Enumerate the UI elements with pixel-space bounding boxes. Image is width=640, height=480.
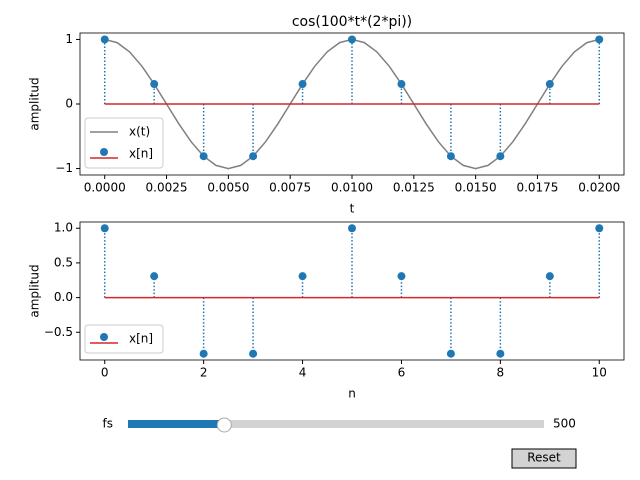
y-tick-label: −0.5: [44, 325, 73, 339]
stem-marker: [199, 349, 208, 358]
x-axis-label: t: [350, 202, 355, 216]
y-axis-label: amplitud: [28, 264, 42, 317]
stem-marker: [348, 35, 356, 44]
x-tick-label: 0.0150: [455, 181, 497, 195]
x-tick-label: 0.0200: [578, 181, 620, 195]
stem-marker: [595, 35, 604, 44]
x-tick-label: 0.0100: [331, 181, 373, 195]
axes-frame: [79, 221, 625, 361]
x-tick-label: 0.0025: [146, 181, 188, 195]
stem-marker: [100, 224, 109, 233]
y-tick-label: 0.5: [54, 255, 73, 269]
y-tick-label: 0.0: [54, 290, 73, 304]
x-tick-label: 0.0050: [207, 181, 249, 195]
x-axis-label: n: [348, 387, 356, 401]
x-tick-label: 2: [200, 366, 208, 380]
reset-button[interactable]: [511, 448, 577, 469]
stem-marker: [298, 272, 307, 281]
x-tick-label: 10: [592, 366, 607, 380]
y-axis-label: amplitud: [28, 77, 42, 130]
x-tick-label: 4: [299, 366, 307, 380]
legend-label: x[n]: [129, 332, 153, 346]
legend-label: x[n]: [129, 147, 153, 161]
slider-label: fs: [103, 417, 113, 431]
stem-marker: [397, 80, 406, 89]
stem-marker: [150, 272, 159, 281]
x-tick-label: 0.0125: [393, 181, 435, 195]
stem-marker: [249, 152, 258, 161]
legend-swatch: [100, 333, 108, 341]
axes-frame: [79, 32, 625, 176]
reset-button-label[interactable]: Reset: [527, 451, 561, 465]
stem-marker: [446, 152, 455, 161]
x-tick-label: 0.0000: [84, 181, 126, 195]
stem-marker: [545, 272, 554, 281]
stem-marker: [496, 349, 505, 358]
legend-label: x(t): [129, 125, 150, 139]
stem-marker: [348, 224, 356, 233]
legend-box: [84, 117, 164, 169]
x-tick-label: 0.0175: [516, 181, 558, 195]
stem-marker: [446, 349, 455, 358]
stem-marker: [397, 272, 406, 281]
slider-value: 500: [553, 417, 576, 431]
stem-marker: [249, 349, 258, 358]
legend-box: [84, 324, 164, 354]
x-tick-label: 8: [497, 366, 505, 380]
stem-marker: [595, 224, 604, 233]
y-tick-label: 1: [65, 32, 73, 46]
x-tick-label: 0: [101, 366, 109, 380]
x-tick-label: 6: [398, 366, 406, 380]
y-tick-label: −1: [55, 161, 73, 175]
y-tick-label: 1.0: [54, 221, 73, 235]
chart-title: cos(100*t*(2*pi)): [292, 14, 412, 30]
stem-marker: [545, 80, 554, 89]
stem-marker: [100, 35, 109, 44]
slider-handle[interactable]: [216, 417, 232, 433]
slider-fill[interactable]: [128, 420, 225, 428]
stem-marker: [150, 80, 159, 89]
stem-marker: [199, 152, 208, 161]
stem-marker: [298, 80, 307, 89]
slider-track[interactable]: [128, 420, 544, 428]
stem-marker: [496, 152, 505, 161]
y-tick-label: 0: [65, 97, 73, 111]
x-tick-label: 0.0075: [269, 181, 311, 195]
legend-swatch: [100, 148, 108, 156]
